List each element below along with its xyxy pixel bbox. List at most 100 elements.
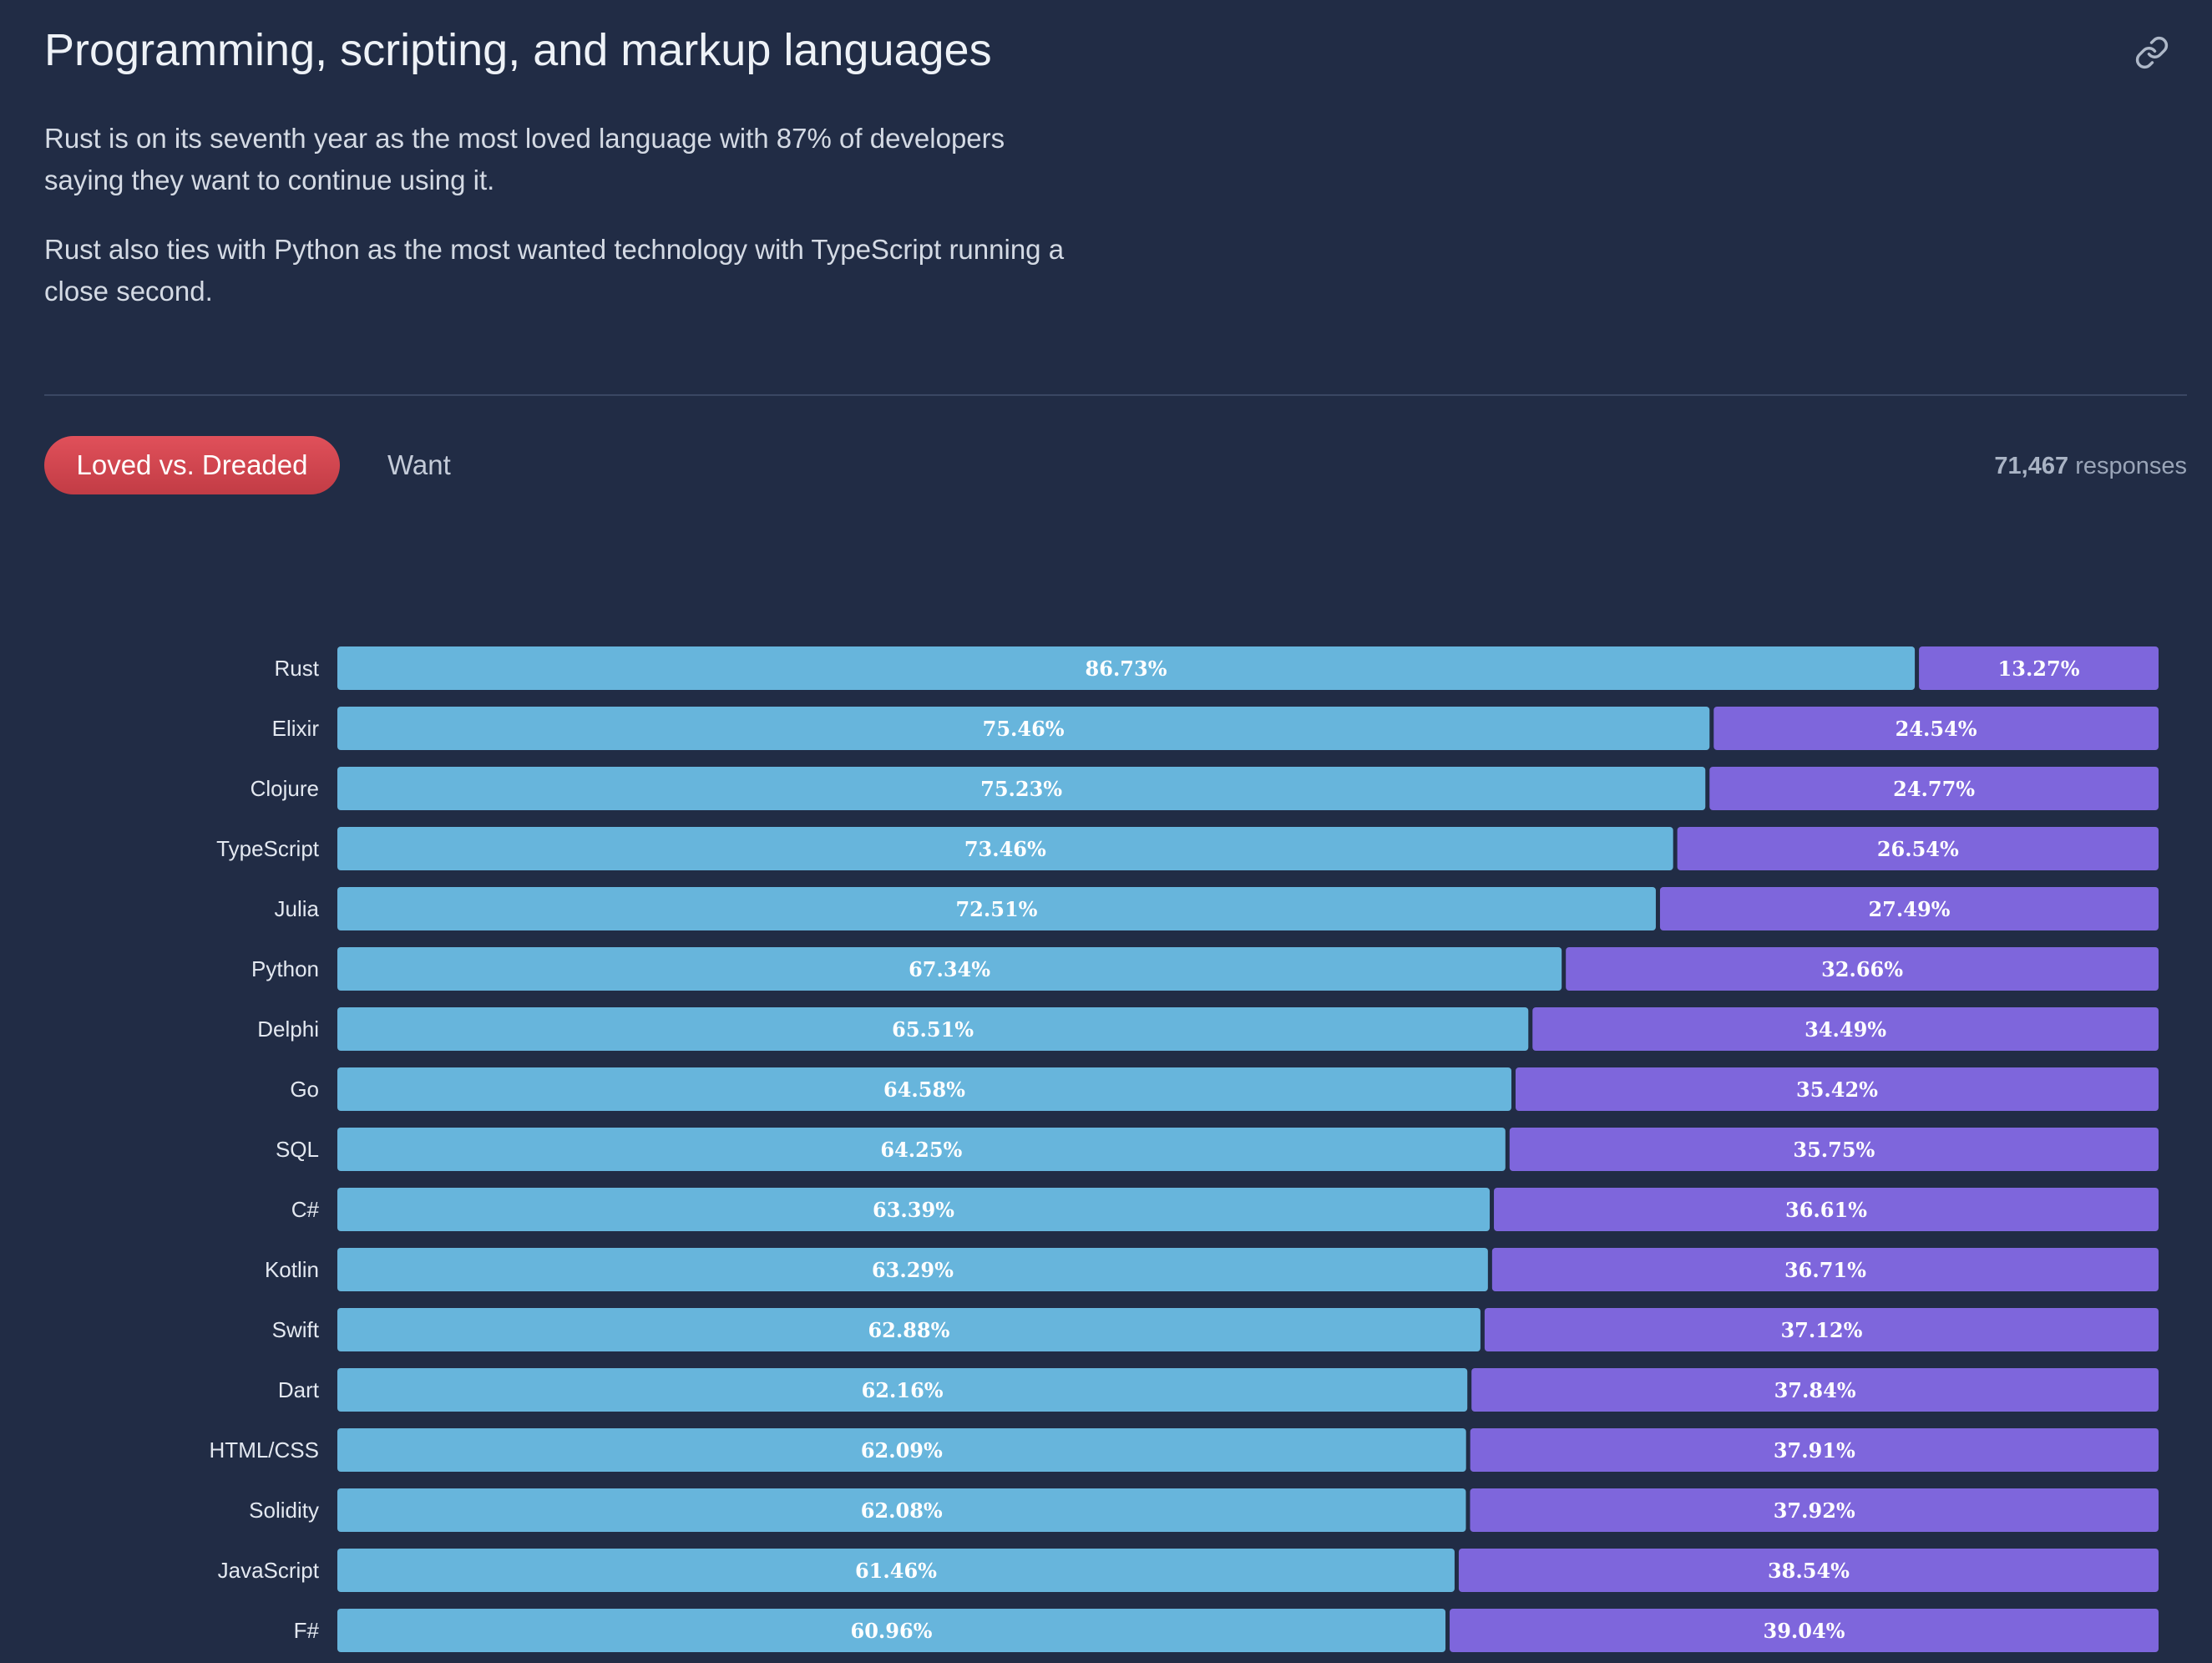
bar-row: Kotlin 63.29% 36.71% <box>265 1248 2159 1291</box>
dreaded-bar[interactable] <box>1677 827 2159 870</box>
loved-bar[interactable] <box>337 1308 1481 1351</box>
loved-value-label: 62.08% <box>861 1498 943 1523</box>
category-label: Kotlin <box>265 1257 319 1282</box>
category-label: Rust <box>275 656 320 681</box>
tab-loved-vs-dreaded[interactable]: Loved vs. Dreaded <box>44 436 340 494</box>
dreaded-bar[interactable] <box>1494 1188 2159 1231</box>
dreaded-value-label: 37.12% <box>1780 1318 1862 1342</box>
dreaded-bar[interactable] <box>1484 1308 2159 1351</box>
category-label: C# <box>291 1197 320 1222</box>
bar-row: Dart 62.16% 37.84% <box>278 1368 2159 1412</box>
dreaded-bar[interactable] <box>1515 1067 2159 1111</box>
loved-dreaded-chart: Rust 86.73% 13.27% Elixir 75.46% 24.54% Clojur… <box>0 635 2212 1663</box>
dreaded-bar[interactable] <box>1450 1609 2159 1652</box>
loved-bar[interactable] <box>337 827 1673 870</box>
dreaded-bar[interactable] <box>1532 1007 2159 1051</box>
bar-row: Clojure 75.23% 24.77% <box>251 767 2159 810</box>
loved-bar[interactable] <box>337 1067 1511 1111</box>
responses-label: responses <box>2075 453 2187 479</box>
loved-value-label: 73.46% <box>964 837 1046 861</box>
category-label: Solidity <box>249 1498 319 1523</box>
bar-row: TypeScript 73.46% 26.54% <box>216 827 2159 870</box>
category-label: Dart <box>278 1377 320 1402</box>
bar-row: Elixir 75.46% 24.54% <box>272 707 2159 750</box>
loved-bar[interactable] <box>337 1368 1468 1412</box>
dreaded-value-label: 39.04% <box>1764 1619 1845 1643</box>
dreaded-bar[interactable] <box>1566 947 2159 991</box>
category-label: TypeScript <box>216 836 320 861</box>
loved-value-label: 60.96% <box>851 1619 933 1643</box>
dreaded-bar[interactable] <box>1919 646 2159 690</box>
dreaded-value-label: 37.91% <box>1774 1438 1855 1463</box>
dreaded-value-label: 27.49% <box>1868 897 1950 921</box>
intro-paragraph: Rust is on its seventh year as the most … <box>44 123 1005 195</box>
loved-value-label: 61.46% <box>855 1559 937 1583</box>
loved-bar[interactable] <box>337 887 1656 930</box>
loved-value-label: 75.46% <box>983 717 1065 741</box>
loved-bar[interactable] <box>337 947 1562 991</box>
loved-value-label: 63.29% <box>872 1258 954 1282</box>
dreaded-value-label: 24.54% <box>1896 717 1977 741</box>
dreaded-value-label: 32.66% <box>1821 957 1903 981</box>
bar-row: F# 60.96% 39.04% <box>294 1609 2159 1652</box>
category-label: JavaScript <box>218 1558 320 1583</box>
category-label: HTML/CSS <box>210 1437 319 1463</box>
dreaded-bar[interactable] <box>1470 1428 2159 1472</box>
loved-bar[interactable] <box>337 1007 1529 1051</box>
link-icon[interactable] <box>2134 35 2169 70</box>
bar-row: Solidity 62.08% 37.92% <box>249 1488 2159 1532</box>
loved-bar[interactable] <box>337 646 1916 690</box>
category-label: F# <box>294 1618 320 1643</box>
loved-bar[interactable] <box>337 1428 1466 1472</box>
loved-bar[interactable] <box>337 1188 1491 1231</box>
loved-bar[interactable] <box>337 1609 1446 1652</box>
dreaded-value-label: 37.84% <box>1774 1378 1856 1402</box>
dreaded-bar[interactable] <box>1491 1248 2159 1291</box>
loved-value-label: 75.23% <box>980 777 1062 801</box>
category-label: Clojure <box>251 776 319 801</box>
loved-value-label: 64.58% <box>883 1077 965 1102</box>
dreaded-bar[interactable] <box>1470 1488 2159 1532</box>
bar-row: SQL 64.25% 35.75% <box>276 1128 2159 1171</box>
tab-want[interactable]: Want <box>387 449 451 480</box>
loved-value-label: 72.51% <box>955 897 1037 921</box>
responses-count: 71,467 responses <box>1994 448 2187 484</box>
category-label: Swift <box>272 1317 320 1342</box>
bar-row: C# 63.39% 36.61% <box>291 1188 2159 1231</box>
loved-value-label: 65.51% <box>892 1017 974 1042</box>
category-label: Elixir <box>272 716 320 741</box>
loved-value-label: 86.73% <box>1086 657 1167 681</box>
dreaded-bar[interactable] <box>1509 1128 2159 1171</box>
loved-bar[interactable] <box>337 1549 1455 1592</box>
dreaded-value-label: 35.42% <box>1796 1077 1878 1102</box>
dreaded-bar[interactable] <box>1458 1549 2159 1592</box>
loved-bar[interactable] <box>337 767 1706 810</box>
loved-bar[interactable] <box>337 1248 1488 1291</box>
dreaded-bar[interactable] <box>1659 887 2159 930</box>
category-label: SQL <box>276 1137 319 1162</box>
bar-row: Julia 72.51% 27.49% <box>275 887 2159 930</box>
bar-row: HTML/CSS 62.09% 37.91% <box>210 1428 2159 1472</box>
dreaded-value-label: 37.92% <box>1774 1498 1855 1523</box>
dreaded-bar[interactable] <box>1709 767 2159 810</box>
dreaded-bar[interactable] <box>1471 1368 2159 1412</box>
loved-value-label: 63.39% <box>873 1198 954 1222</box>
bar-row: Swift 62.88% 37.12% <box>272 1308 2159 1351</box>
dreaded-value-label: 24.77% <box>1893 777 1975 801</box>
loved-bar[interactable] <box>337 1488 1466 1532</box>
loved-bar[interactable] <box>337 1128 1506 1171</box>
loved-value-label: 62.09% <box>861 1438 943 1463</box>
dreaded-value-label: 36.71% <box>1784 1258 1866 1282</box>
responses-number: 71,467 <box>1994 453 2069 479</box>
dreaded-value-label: 38.54% <box>1768 1559 1850 1583</box>
loved-bar[interactable] <box>337 707 1710 750</box>
loved-value-label: 62.88% <box>868 1318 949 1342</box>
dreaded-value-label: 13.27% <box>1998 657 2080 681</box>
bar-row: Go 64.58% 35.42% <box>290 1067 2159 1111</box>
dreaded-value-label: 34.49% <box>1805 1017 1886 1042</box>
dreaded-value-label: 36.61% <box>1785 1198 1867 1222</box>
dreaded-value-label: 26.54% <box>1877 837 1959 861</box>
bar-row: Delphi 65.51% 34.49% <box>257 1007 2159 1051</box>
dreaded-bar[interactable] <box>1713 707 2159 750</box>
